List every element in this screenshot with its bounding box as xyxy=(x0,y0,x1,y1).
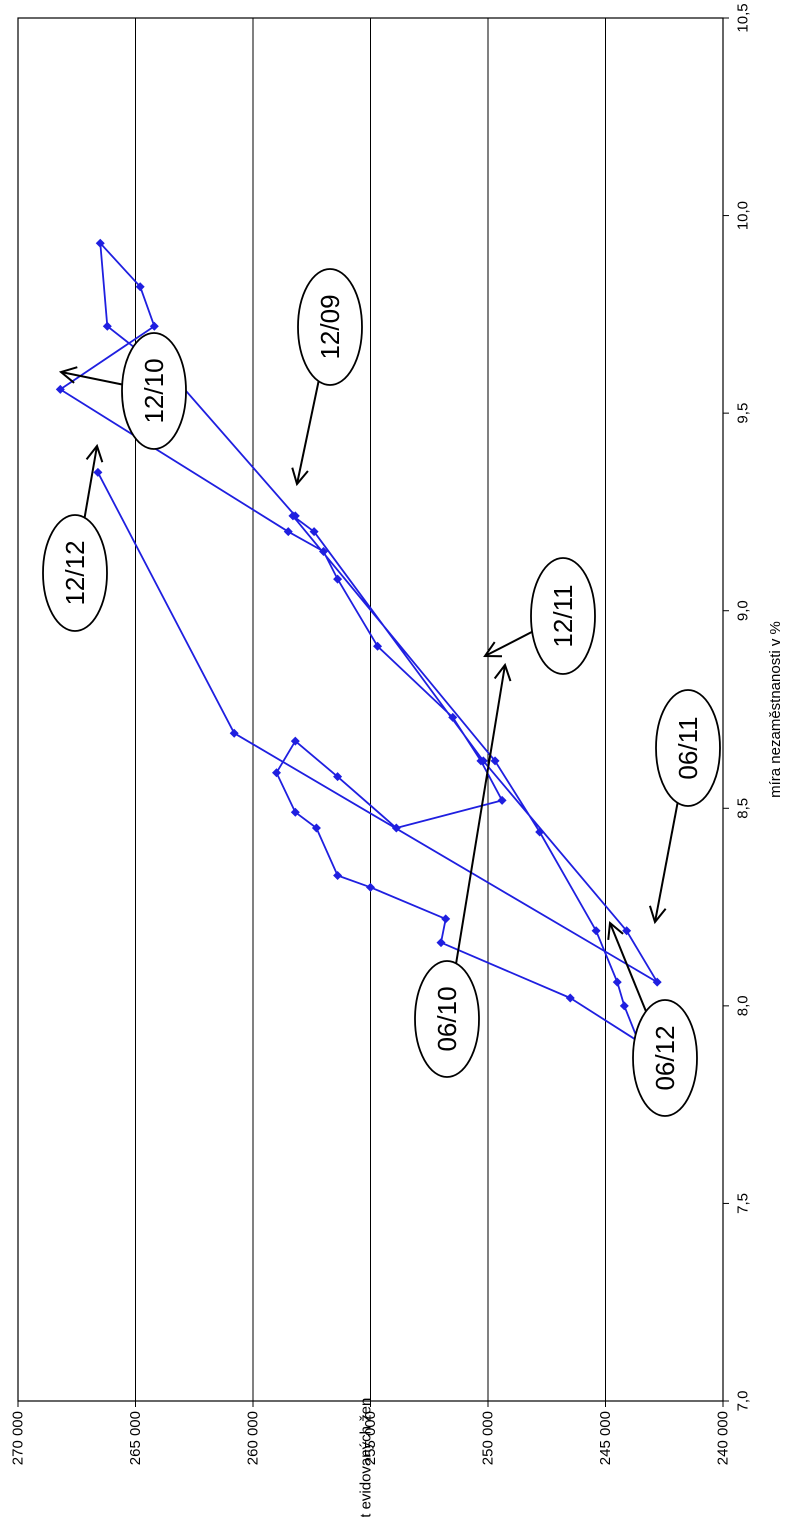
x-tick-label: 9,5 xyxy=(735,403,752,424)
data-point xyxy=(311,823,321,833)
data-point xyxy=(135,282,145,292)
callout-label: 12/09 xyxy=(315,294,345,359)
gridlines xyxy=(135,18,606,1401)
data-point xyxy=(366,882,375,892)
data-point xyxy=(565,993,575,1003)
callout-ellipse xyxy=(530,557,596,675)
callout-arrowhead xyxy=(58,366,78,384)
data-point xyxy=(612,977,622,987)
callout-ellipse xyxy=(297,268,363,386)
callout-label: 06/12 xyxy=(650,1025,680,1090)
data-point xyxy=(373,641,383,651)
data-point xyxy=(591,926,601,936)
callout-label: 06/10 xyxy=(432,986,462,1051)
x-tick-label: 8,5 xyxy=(735,798,752,819)
data-point xyxy=(619,1001,629,1011)
callout-ellipse xyxy=(414,960,480,1078)
data-point xyxy=(391,823,401,833)
callout-ellipse xyxy=(655,689,721,807)
y-tick-label: 250 000 xyxy=(480,1411,497,1465)
data-point xyxy=(333,870,343,880)
y-tick-label: 260 000 xyxy=(245,1411,262,1465)
y-tick-label: 245 000 xyxy=(597,1411,614,1465)
callout-arrowhead xyxy=(607,921,624,941)
data-point xyxy=(490,756,500,766)
y-tick-label: 270 000 xyxy=(10,1411,27,1465)
callout: 06/12 xyxy=(607,921,698,1117)
x-tick-label: 7,0 xyxy=(735,1391,752,1412)
data-point xyxy=(229,728,239,738)
data-point xyxy=(622,926,632,936)
callout-label: 12/10 xyxy=(139,358,169,423)
data-point xyxy=(55,384,65,394)
callout-label: 12/12 xyxy=(60,540,90,605)
data-point xyxy=(497,795,507,805)
data-point xyxy=(448,712,458,722)
data-point xyxy=(272,768,281,778)
callout-arrowhead xyxy=(483,641,503,658)
data-point xyxy=(333,772,343,782)
data-point xyxy=(652,977,662,987)
y-tick-label: 240 000 xyxy=(715,1411,732,1465)
callout: 06/10 xyxy=(414,662,512,1078)
x-tick-label: 8,0 xyxy=(735,995,752,1016)
data-point xyxy=(319,546,328,556)
callout-arrow xyxy=(296,380,320,485)
callout-ellipse xyxy=(42,514,108,632)
callout-arrow xyxy=(455,664,506,964)
callouts-layer: 12/09 12/10 12/11 12/12 06/10 06/11 06/12 xyxy=(42,268,721,1117)
callout: 12/12 xyxy=(42,443,108,632)
callout-arrow xyxy=(83,445,98,518)
y-tick-label: 255 000 xyxy=(362,1411,379,1465)
callout-label: 06/11 xyxy=(673,716,703,779)
series-line xyxy=(59,242,659,1043)
x-axis-title: míra nezaměstnanosti v % xyxy=(767,621,784,798)
data-point xyxy=(333,574,343,584)
data-point xyxy=(441,914,451,924)
callout-arrow xyxy=(60,371,123,386)
data-point xyxy=(149,321,159,331)
data-point xyxy=(288,511,298,521)
data-point xyxy=(102,321,112,331)
callout-ellipse xyxy=(632,999,698,1117)
x-tick-label: 10,0 xyxy=(735,201,752,230)
callout-arrow xyxy=(654,802,679,923)
data-point xyxy=(290,807,300,817)
x-tick-label: 10,5 xyxy=(735,3,752,32)
callout-ellipse xyxy=(121,332,187,450)
y-axis-title: počet evidovaných žen xyxy=(358,1398,375,1517)
y-axis-tick-labels: 240 000 245 000 250 000 255 000 260 000 265 0… xyxy=(10,1401,732,1465)
callout-arrowhead xyxy=(648,905,667,925)
callout-arrow xyxy=(484,630,533,657)
data-point xyxy=(309,527,319,537)
data-point xyxy=(478,756,488,766)
x-tick-label: 9,0 xyxy=(735,600,752,621)
callout-label: 12/11 xyxy=(548,584,578,647)
callout: 06/11 xyxy=(648,689,721,925)
x-tick-label: 7,5 xyxy=(735,1193,752,1214)
data-point xyxy=(93,467,103,477)
callout-arrowhead xyxy=(85,443,104,463)
data-point xyxy=(290,736,300,746)
callout-arrowhead xyxy=(493,662,512,682)
data-point xyxy=(436,938,446,948)
callout: 12/11 xyxy=(483,557,596,675)
callout-arrow xyxy=(609,922,647,1012)
callout: 12/10 xyxy=(58,332,187,450)
data-point xyxy=(535,827,545,837)
callout-arrowhead xyxy=(291,467,309,487)
y-tick-label: 265 000 xyxy=(127,1411,144,1465)
x-axis-tick-labels: 7,0 7,5 8,0 8,5 9,0 9,5 10,0 10,5 xyxy=(723,3,752,1411)
callout: 12/09 xyxy=(291,268,363,487)
data-point xyxy=(283,527,293,537)
data-point xyxy=(95,238,105,248)
